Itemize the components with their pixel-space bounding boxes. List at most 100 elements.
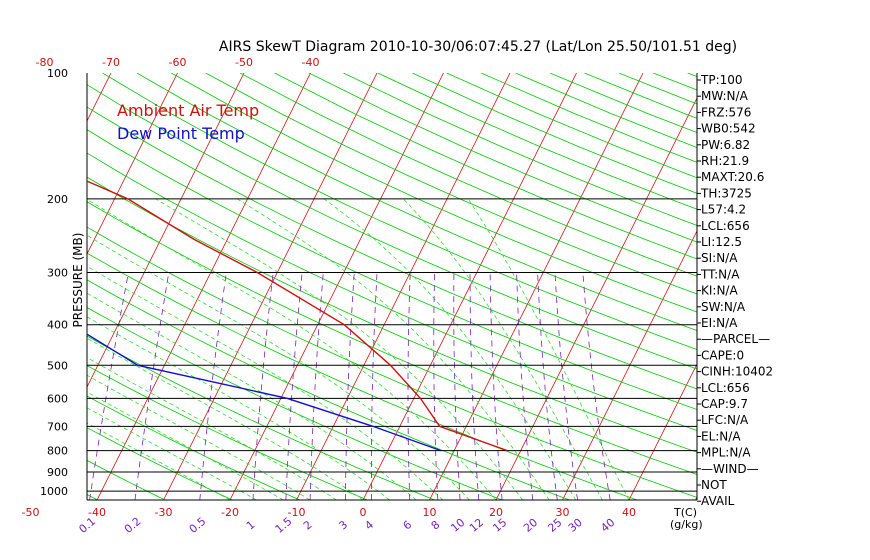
moist-adiabat-line <box>87 357 337 500</box>
isotherm-line <box>562 230 697 500</box>
pressure-tick-label: 800 <box>47 445 68 458</box>
isotherm-line <box>762 73 870 500</box>
pressure-tick-label: 1000 <box>40 485 68 498</box>
mixing-ratio-line <box>582 272 611 500</box>
mixing-ratio-line <box>489 272 503 500</box>
mixing-unit-label: (g/kg) <box>670 518 703 531</box>
legend-ambient: Ambient Air Temp <box>117 101 259 120</box>
isotherm-line <box>495 97 697 500</box>
index-item: NOT <box>701 478 727 492</box>
moist-adiabat-line <box>236 198 550 500</box>
dry-adiabat-line <box>274 73 697 260</box>
mixing-ratio-line <box>371 272 378 500</box>
moist-adiabat-line <box>403 198 603 500</box>
moist-adiabat-line <box>87 422 231 500</box>
mixing-ratio-label: 4 <box>362 518 376 532</box>
moist-adiabat-line <box>87 391 284 500</box>
top-temp-label: -40 <box>302 56 320 69</box>
bottom-temp-label: 10 <box>423 506 437 519</box>
index-item: PW:6.82 <box>701 138 750 152</box>
isotherm-line <box>87 73 112 122</box>
index-item: LFC:N/A <box>701 413 749 427</box>
isotherm-line <box>229 73 444 500</box>
top-temp-label: -60 <box>169 56 187 69</box>
dry-adiabat-line <box>87 395 300 500</box>
index-item: CAP:9.7 <box>701 397 748 411</box>
pressure-tick-label: 500 <box>47 359 68 372</box>
isotherm-line <box>429 73 644 500</box>
index-item: MAXT:20.6 <box>701 170 764 184</box>
dry-adiabat-line <box>87 106 697 390</box>
dry-adiabat-line <box>102 73 697 350</box>
dry-adiabat-line <box>87 459 166 500</box>
dry-adiabat-line <box>171 73 697 313</box>
mixing-ratio-label: 40 <box>598 516 617 535</box>
pressure-tick-label: 700 <box>47 420 68 433</box>
top-temp-label: -70 <box>102 56 120 69</box>
pressure-tick-label: 900 <box>47 466 68 479</box>
top-temp-label: -80 <box>36 56 54 69</box>
index-item: MPL:N/A <box>701 446 751 460</box>
dry-adiabat-line <box>825 73 870 500</box>
dry-adiabat-line <box>87 201 697 475</box>
bottom-temp-label: 40 <box>622 506 636 519</box>
dry-adiabat-line <box>136 73 697 331</box>
bottom-temp-label: -50 <box>22 506 40 519</box>
bottom-temp-label: -10 <box>288 506 306 519</box>
index-item: LCL:656 <box>701 381 750 395</box>
dry-adiabat-line <box>343 73 697 226</box>
bottom-temp-label: 30 <box>556 506 570 519</box>
dry-adiabat-line <box>239 73 697 277</box>
mixing-ratio-line <box>453 272 461 500</box>
index-item: LI:12.5 <box>701 235 742 249</box>
mixing-ratio-line <box>252 272 274 500</box>
isotherm-line <box>296 73 511 500</box>
pressure-tick-label: 100 <box>47 67 68 80</box>
index-item: KI:N/A <box>701 284 738 298</box>
profile-layer <box>87 180 508 452</box>
temp-unit-label: T(C) <box>673 506 697 519</box>
index-item: CINH:10402 <box>701 365 773 379</box>
dry-adiabat-line <box>791 73 870 500</box>
index-item: AVAIL <box>701 494 735 508</box>
isotherm-line <box>0 73 45 500</box>
mixing-ratio-line <box>469 272 480 500</box>
mixing-ratio-line <box>199 272 227 500</box>
dry-adiabat-line <box>515 73 697 148</box>
mixing-ratio-label: 2 <box>301 518 315 532</box>
pressure-tick-label: 200 <box>47 193 68 206</box>
moist-adiabat-line <box>87 316 390 500</box>
moist-adiabat-line <box>87 292 417 500</box>
dry-adiabat-line <box>757 73 870 500</box>
mixing-ratio-line <box>89 272 129 500</box>
dry-adiabat-line <box>87 427 233 500</box>
dry-adiabat-line <box>87 176 697 453</box>
dry-adiabat-line <box>0 73 30 500</box>
isotherm-line <box>628 363 697 500</box>
dry-adiabat-line <box>205 73 697 295</box>
index-item: EL:N/A <box>701 429 741 443</box>
mixing-ratio-label: 0.5 <box>187 515 209 536</box>
mixing-ratio-line <box>537 272 558 500</box>
mixing-ratio-label: 8 <box>429 518 443 532</box>
mixing-ratio-line <box>134 272 170 500</box>
top-temp-labels: -120-110-100-90-80-70-60-50-40 <box>36 56 320 69</box>
moist-adiabat-line <box>155 198 523 500</box>
dry-adiabat-line <box>653 73 697 91</box>
dry-adiabat-line <box>87 252 638 500</box>
grid-layer <box>0 73 870 500</box>
dry-adiabat-line <box>377 73 697 210</box>
mixing-ratio-line <box>554 272 578 500</box>
dry-adiabat-line <box>87 84 697 370</box>
mixing-ratio-label: 1 <box>244 518 258 532</box>
index-item: EI:N/A <box>701 316 738 330</box>
mixing-ratio-line <box>407 272 411 500</box>
moist-adiabat-line <box>87 374 311 500</box>
moist-adiabat-line <box>467 198 630 500</box>
mixing-ratio-label: 3 <box>336 518 350 532</box>
y-axis-label: PRESSURE (MB) <box>71 233 85 328</box>
index-item: WB0:542 <box>701 122 756 136</box>
mixing-ratio-line <box>516 272 534 500</box>
mixing-ratio-line <box>345 272 355 500</box>
